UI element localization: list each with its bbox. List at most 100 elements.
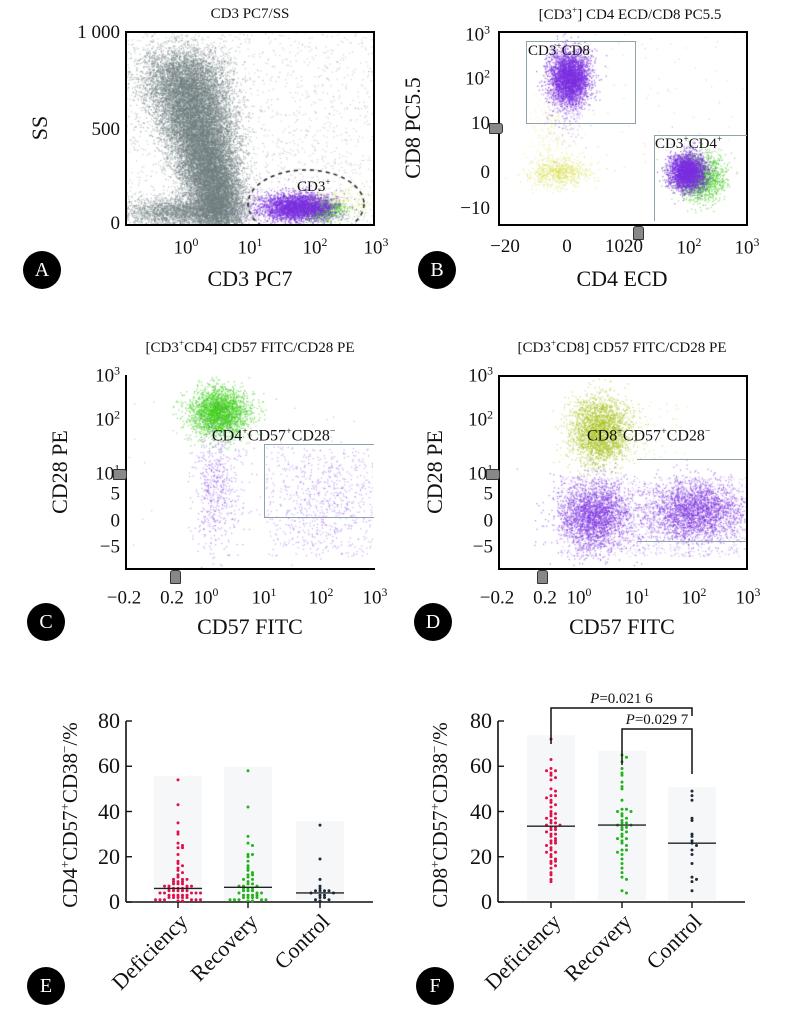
data-point: [549, 839, 553, 843]
data-point: [246, 864, 250, 868]
label-sup: +: [57, 803, 72, 811]
data-point: [620, 857, 624, 861]
data-point: [167, 895, 171, 899]
data-point: [251, 895, 254, 899]
y-tick: −5: [100, 535, 120, 558]
data-point: [255, 895, 259, 899]
data-point: [690, 875, 694, 879]
data-point: [251, 852, 254, 856]
gate-cd3-cd4[interactable]: [654, 135, 747, 221]
data-point: [620, 832, 624, 836]
data-point: [314, 898, 317, 902]
label-part: CD38: [58, 752, 82, 804]
panel-d-event-cloud: [499, 376, 746, 568]
gate-sup: +: [286, 426, 292, 437]
y-tick: 101: [95, 462, 120, 485]
gate-line-upper[interactable]: [637, 459, 746, 460]
data-point: [549, 810, 553, 813]
panel-c-event-cloud: [126, 376, 373, 568]
data-point: [620, 875, 624, 879]
data-point: [620, 889, 624, 893]
x-cursor-marker[interactable]: [633, 226, 644, 240]
data-point: [625, 848, 628, 852]
y-cursor-marker[interactable]: [489, 123, 503, 134]
x-tick: −20: [490, 236, 520, 257]
x-tick: −0.2: [480, 586, 514, 609]
y-tick-label: 20: [98, 843, 120, 869]
data-point: [549, 814, 553, 818]
data-point: [549, 859, 553, 863]
gate-line-lower[interactable]: [637, 541, 746, 542]
data-point: [690, 832, 694, 836]
data-point: [190, 891, 193, 895]
tick-base: 10: [95, 409, 115, 431]
data-point: [246, 841, 250, 845]
label-part: CD8: [428, 868, 452, 908]
tick-base: 0.2: [533, 587, 557, 609]
data-point: [199, 898, 202, 902]
data-point: [246, 880, 250, 884]
data-point: [620, 825, 624, 829]
data-point: [616, 850, 619, 854]
data-point: [690, 798, 694, 802]
data-point: [545, 830, 548, 834]
data-point: [185, 895, 189, 899]
data-point: [176, 821, 180, 825]
gate-cd3-cd8[interactable]: [526, 41, 636, 124]
data-point: [620, 841, 624, 845]
tick-base: 10: [734, 237, 754, 259]
tick-base: 10: [676, 237, 696, 259]
data-point: [625, 891, 628, 895]
data-point: [549, 880, 553, 884]
data-point: [620, 848, 624, 852]
gate-part: CD4: [688, 136, 717, 152]
y-tick: 0: [110, 213, 121, 234]
data-point: [625, 807, 628, 811]
y-cursor-marker[interactable]: [113, 469, 127, 480]
data-point: [176, 846, 180, 850]
p-value-label: P=0.021 6: [590, 691, 653, 708]
data-point: [242, 895, 245, 899]
data-point: [167, 893, 171, 897]
label-part: CD4: [58, 868, 82, 908]
x-cursor-marker[interactable]: [537, 570, 548, 584]
x-axis-label: CD4 ECD: [576, 266, 668, 291]
data-point: [255, 893, 259, 897]
x-cursor-marker[interactable]: [170, 570, 181, 584]
tick-exp: 1: [487, 462, 493, 475]
data-point: [625, 830, 628, 834]
x-tick: 102: [682, 586, 707, 609]
data-point: [620, 812, 624, 816]
data-point: [172, 877, 175, 881]
data-point: [690, 834, 694, 838]
gate-cd4-cd57-cd28[interactable]: [264, 444, 374, 518]
data-point: [176, 862, 180, 866]
y-tick: 103: [465, 23, 490, 46]
title-part: [CD3: [538, 7, 572, 23]
data-point: [549, 767, 553, 771]
data-point: [554, 828, 557, 832]
tick-base: 10: [468, 409, 488, 431]
y-tick-label: 20: [470, 843, 492, 869]
tick-base: 10: [95, 463, 115, 485]
data-point: [318, 886, 322, 890]
data-point: [625, 825, 628, 829]
tick-base: 0: [483, 510, 494, 532]
data-point: [318, 884, 322, 888]
tick-base: −5: [99, 536, 120, 558]
data-point: [549, 855, 553, 859]
data-point: [246, 805, 250, 809]
data-point: [690, 852, 694, 856]
data-point: [194, 898, 198, 902]
data-point: [172, 893, 175, 897]
gate-sup: +: [242, 426, 248, 437]
y-cursor-marker[interactable]: [486, 469, 500, 480]
data-point: [549, 852, 553, 856]
x-axis-label: CD3 PC7: [207, 266, 293, 291]
x-axis-label: CD57 FITC: [569, 614, 675, 639]
data-point: [242, 889, 245, 893]
data-point: [549, 877, 553, 881]
data-point: [620, 814, 624, 818]
panel-d-title: [CD3+CD8] CD57 FITC/CD28 PE: [517, 339, 726, 357]
